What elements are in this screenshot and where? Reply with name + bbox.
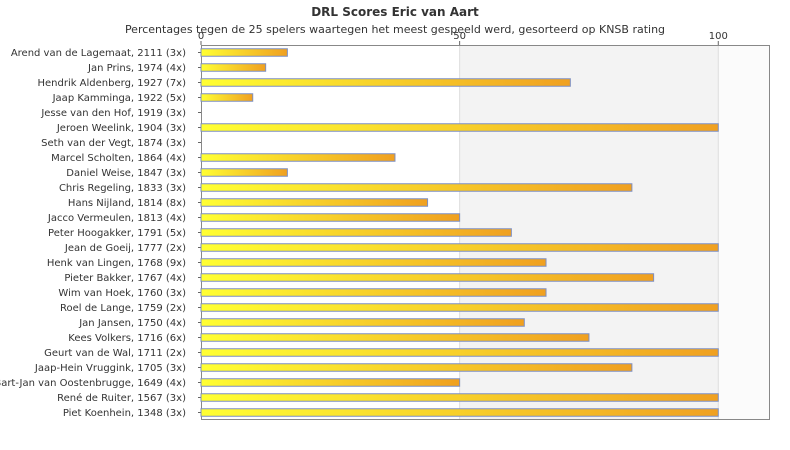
- category-label: Geurt van de Wal, 1711 (2x): [44, 348, 186, 359]
- bar: [200, 93, 254, 102]
- bar: [200, 333, 590, 342]
- bar: [200, 78, 571, 87]
- category-label: Jaap Kamminga, 1922 (5x): [52, 93, 186, 104]
- bar: [200, 183, 633, 192]
- bar: [200, 318, 525, 327]
- bar: [200, 63, 267, 72]
- bar: [200, 273, 655, 282]
- category-label: René de Ruiter, 1567 (3x): [57, 392, 186, 404]
- chart-subtitle: Percentages tegen de 25 spelers waartege…: [125, 23, 665, 36]
- category-label: Jan Jansen, 1750 (4x): [78, 318, 186, 329]
- chart-title: DRL Scores Eric van Aart: [311, 5, 479, 19]
- bar: [200, 393, 719, 402]
- bar: [200, 168, 288, 177]
- category-label: Jaap-Hein Vruggink, 1705 (3x): [34, 363, 186, 374]
- bar: [200, 153, 396, 162]
- bar: [200, 198, 429, 207]
- category-label: Jean de Goeij, 1777 (2x): [64, 243, 186, 254]
- bar: [200, 228, 512, 237]
- category-label: Roel de Lange, 1759 (2x): [60, 303, 186, 314]
- bar: [200, 408, 719, 417]
- category-label: Piet Koenhein, 1348 (3x): [63, 408, 186, 419]
- bar: [200, 378, 461, 387]
- bar: [200, 348, 719, 357]
- bar: [200, 48, 288, 57]
- bar: [200, 288, 547, 297]
- category-label: Henk van Lingen, 1768 (9x): [47, 258, 186, 269]
- x-tick-label: 0: [198, 31, 204, 42]
- bar: [200, 123, 719, 132]
- category-label: Chris Regeling, 1833 (3x): [59, 183, 186, 194]
- category-label: Jesse van den Hof, 1919 (3x): [40, 108, 186, 119]
- bar: [200, 243, 719, 252]
- category-label: Jacco Vermeulen, 1813 (4x): [47, 213, 186, 224]
- category-label: Seth van der Vegt, 1874 (3x): [41, 138, 186, 149]
- category-label: Daniel Weise, 1847 (3x): [66, 168, 186, 179]
- x-tick-label: 100: [709, 31, 728, 42]
- category-label: Wim van Hoek, 1760 (3x): [58, 288, 186, 299]
- category-label: Bart-Jan van Oostenbrugge, 1649 (4x): [0, 378, 186, 389]
- plot-area: 0 50 100 Arend van de Lagemaat, 2111 (3x) Ja…: [0, 31, 770, 420]
- category-label: Hendrik Aldenberg, 1927 (7x): [37, 78, 186, 89]
- category-label: Kees Volkers, 1716 (6x): [68, 333, 186, 344]
- x-tick-label: 50: [453, 31, 466, 42]
- category-label: Arend van de Lagemaat, 2111 (3x): [11, 48, 186, 59]
- category-label: Peter Hoogakker, 1791 (5x): [48, 228, 186, 239]
- category-label: Jeroen Weelink, 1904 (3x): [56, 123, 186, 134]
- bar: [200, 213, 461, 222]
- category-label: Pieter Bakker, 1767 (4x): [64, 273, 186, 284]
- category-label: Jan Prins, 1974 (4x): [87, 63, 186, 74]
- category-label: Hans Nijland, 1814 (8x): [68, 198, 186, 209]
- bar: [200, 258, 547, 267]
- grid-band: [718, 45, 770, 420]
- category-label: Marcel Scholten, 1864 (4x): [51, 153, 186, 164]
- bar: [200, 363, 633, 372]
- bar: [200, 303, 719, 312]
